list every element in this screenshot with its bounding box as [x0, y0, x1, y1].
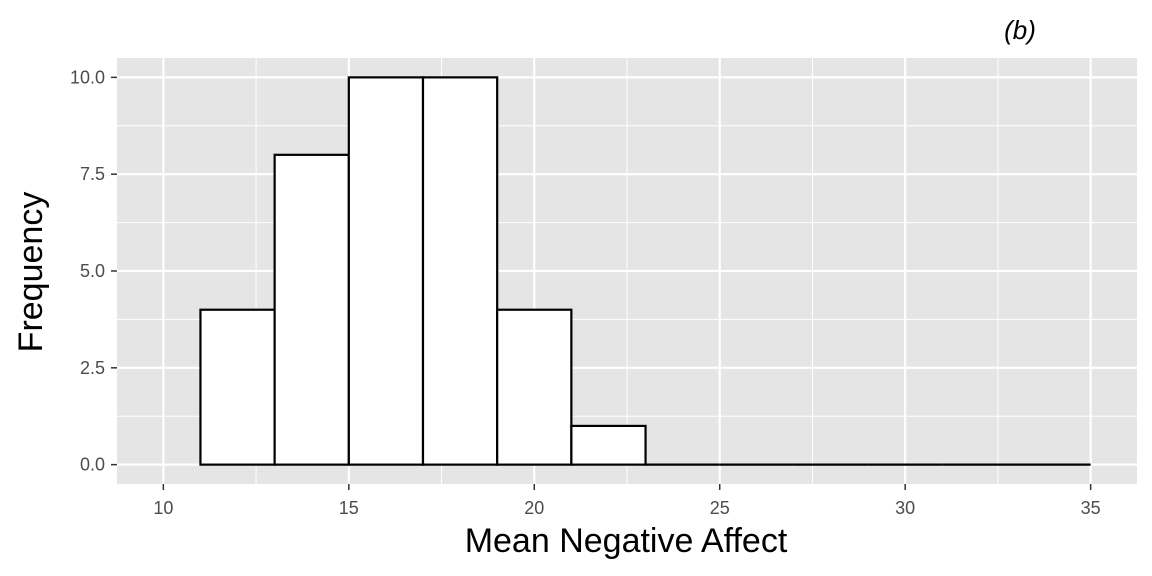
y-tick-label: 7.5	[80, 164, 105, 184]
x-tick-label: 20	[524, 498, 544, 518]
panel-label: (b)	[1004, 15, 1036, 45]
y-axis-ticks: 0.0 2.5 5.0 7.5 10.0	[70, 67, 117, 475]
histogram-bar	[273, 153, 350, 466]
y-tick-label: 5.0	[80, 261, 105, 281]
histogram-bars	[199, 76, 1091, 466]
histogram-bar	[570, 424, 647, 466]
y-tick-label: 2.5	[80, 358, 105, 378]
histogram-bar	[421, 76, 499, 466]
x-tick-label: 25	[710, 498, 730, 518]
y-tick-label: 0.0	[80, 455, 105, 475]
y-tick-label: 10.0	[70, 67, 105, 87]
x-tick-label: 30	[895, 498, 915, 518]
histogram-bar	[199, 308, 276, 466]
x-tick-label: 15	[339, 498, 359, 518]
x-axis-title: Mean Negative Affect	[465, 522, 788, 560]
x-tick-label: 35	[1081, 498, 1101, 518]
x-axis-ticks: 10 15 20 25 30 35	[153, 484, 1101, 518]
x-tick-label: 10	[153, 498, 173, 518]
histogram-bar	[496, 308, 573, 466]
histogram-bar	[347, 76, 425, 466]
y-axis-title: Frequency	[12, 192, 50, 353]
